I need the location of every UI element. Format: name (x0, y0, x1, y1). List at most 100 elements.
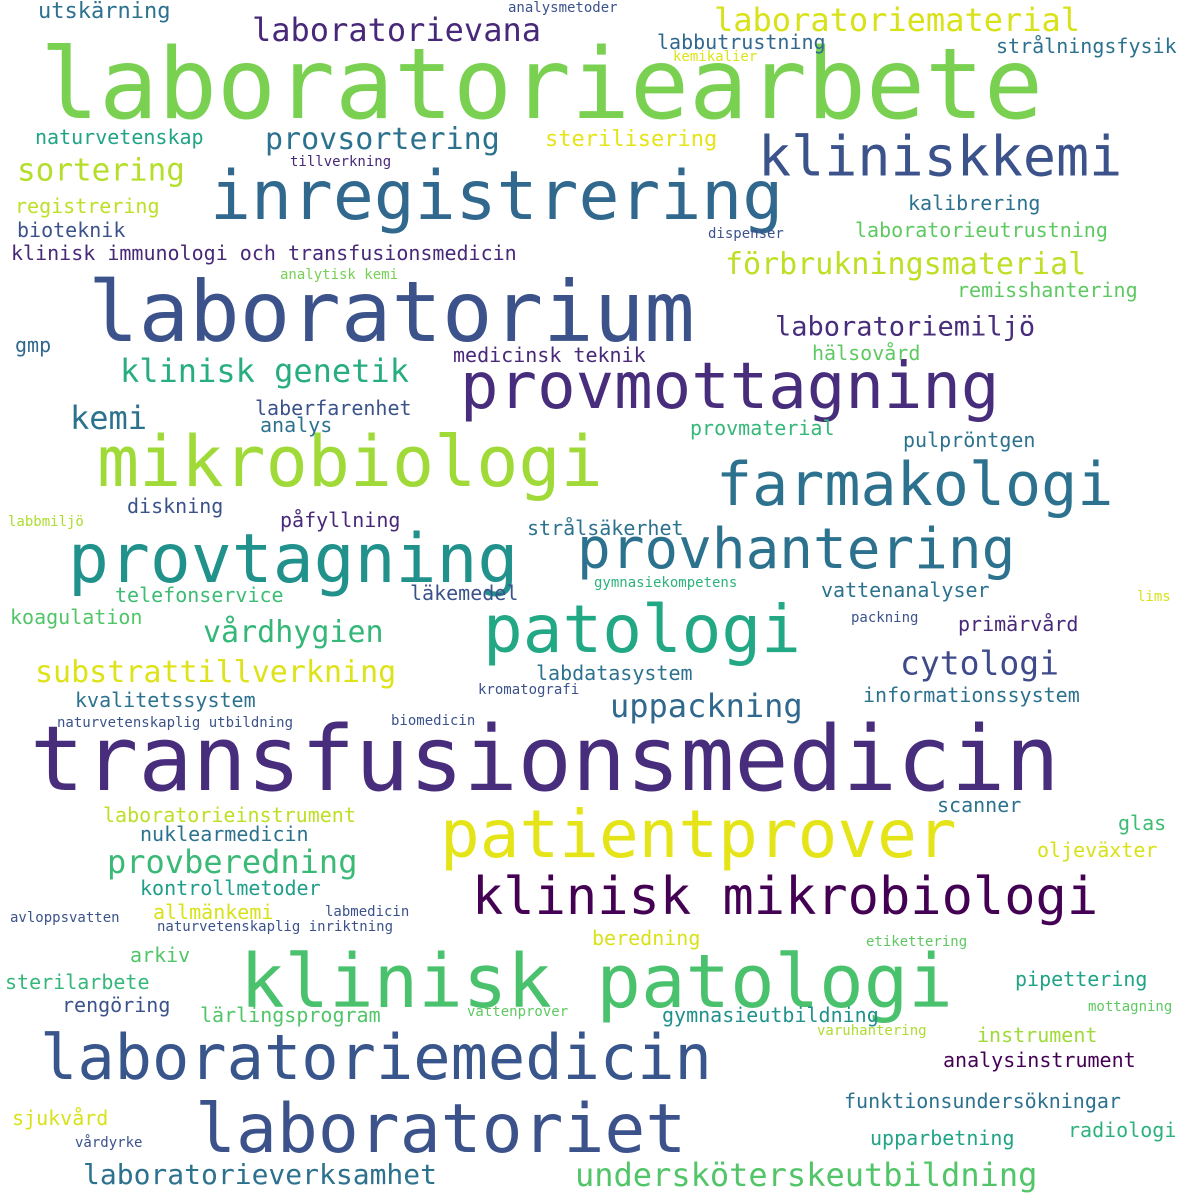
cloud-word: gmp (15, 333, 52, 357)
cloud-word: kontrollmetoder (140, 876, 321, 900)
cloud-word: laboratoriet (195, 1090, 687, 1169)
cloud-word: kliniskkemi (758, 124, 1123, 189)
cloud-word: förbrukningsmaterial (725, 247, 1087, 282)
cloud-word: scanner (937, 793, 1022, 817)
cloud-word: kalibrering (908, 191, 1041, 215)
cloud-word: remisshantering (957, 278, 1138, 302)
cloud-word: vattenprover (467, 1004, 569, 1020)
cloud-word: naturvetenskap (35, 125, 204, 149)
cloud-word: upparbetning (870, 1126, 1015, 1150)
cloud-word: telefonservice (115, 583, 284, 607)
cloud-word: avloppsvatten (10, 910, 120, 926)
cloud-word: dispenser (708, 226, 784, 242)
cloud-word: arkiv (130, 943, 191, 967)
cloud-word: provberedning (107, 843, 358, 881)
cloud-word: registrering (15, 194, 160, 218)
cloud-word: tillverkning (290, 154, 392, 170)
cloud-word: mikrobiologi (97, 421, 603, 503)
cloud-word: gymnasieutbildning (662, 1003, 879, 1027)
cloud-word: diskning (127, 494, 224, 518)
cloud-word: provsortering (265, 122, 500, 157)
cloud-word: sjukvård (12, 1106, 109, 1130)
cloud-word: substrattillverkning (35, 655, 397, 690)
cloud-word: vårdhygien (203, 615, 384, 650)
cloud-word: radiologi (1068, 1118, 1177, 1142)
cloud-word: kvalitetssystem (75, 688, 256, 712)
cloud-word: sortering (17, 152, 185, 189)
cloud-word: analys (260, 413, 333, 437)
cloud-word: strålningsfysik (996, 34, 1177, 58)
cloud-word: labbmiljö (8, 514, 84, 530)
cloud-word: utskärning (38, 0, 171, 24)
cloud-word: påfyllning (280, 508, 401, 532)
cloud-word: provhantering (577, 517, 1016, 582)
cloud-word: uppackning (610, 687, 803, 725)
cloud-word: biomedicin (391, 713, 476, 729)
cloud-word: laboratoriearbete (40, 28, 1044, 142)
cloud-word: hälsovård (812, 341, 921, 365)
cloud-word: instrument (977, 1023, 1098, 1047)
cloud-word: labbutrustning (657, 30, 826, 54)
cloud-word: laboratorieutrustning (855, 218, 1108, 242)
cloud-word: mottagning (1088, 999, 1173, 1015)
cloud-word: koagulation (10, 605, 143, 629)
cloud-word: rengöring (62, 993, 171, 1017)
cloud-word: klinisk immunologi och transfusionsmedic… (11, 241, 517, 265)
cloud-word: laboratorieinstrument (103, 803, 356, 827)
cloud-word: kemi (70, 399, 148, 437)
cloud-word: analysinstrument (943, 1048, 1136, 1072)
cloud-word: medicinsk teknik (453, 343, 646, 367)
cloud-word: provmaterial (690, 416, 835, 440)
cloud-word: provtagning (68, 520, 519, 599)
cloud-word: klinisk genetik (120, 352, 409, 390)
cloud-word: pipettering (1015, 967, 1148, 991)
cloud-word: strålsäkerhet (527, 516, 684, 540)
cloud-word: undersköterskeutbildning (575, 1156, 1038, 1194)
cloud-word: laboratorium (88, 263, 695, 361)
cloud-word: transfusionsmedicin (30, 707, 1060, 812)
cloud-word: laboratoriematerial (714, 1, 1081, 39)
cloud-word: inregistrering (210, 157, 784, 236)
cloud-word: informationssystem (863, 683, 1080, 707)
cloud-word: funktionsundersökningar (844, 1089, 1121, 1113)
cloud-word: laboratoriemedicin (40, 1021, 712, 1094)
cloud-word: labmedicin (325, 904, 410, 920)
cloud-word: sterilisering (545, 127, 718, 152)
cloud-word: naturvetenskaplig inriktning (157, 919, 394, 935)
cloud-word: lärlingsprogram (200, 1003, 381, 1027)
cloud-word: bioteknik (17, 218, 126, 242)
cloud-word: etikettering (866, 934, 968, 950)
cloud-word: cytologi (900, 643, 1059, 683)
cloud-word: läkemedel (410, 581, 519, 605)
cloud-word: patologi (483, 591, 801, 668)
cloud-word: gymnasiekompetens (594, 575, 738, 591)
cloud-word: laboratorieverksamhet (83, 1158, 438, 1191)
cloud-word: kemikalier (673, 49, 758, 65)
cloud-word: lims (1137, 589, 1171, 605)
cloud-word: provmottagning (460, 350, 1000, 424)
cloud-word: laboratorievana (252, 11, 541, 49)
cloud-word: laboratoriemiljö (775, 311, 1036, 343)
cloud-word: beredning (592, 926, 701, 950)
cloud-word: varuhantering (817, 1023, 927, 1039)
cloud-word: klinisk mikrobiologi (472, 867, 1099, 927)
cloud-word: sterilarbete (5, 970, 150, 994)
cloud-word: glas (1118, 811, 1167, 835)
cloud-word: labdatasystem (536, 661, 693, 685)
cloud-word: klinisk patologi (240, 939, 953, 1025)
cloud-word: naturvetenskaplig utbildning (57, 715, 294, 731)
cloud-word: analysmetoder (508, 0, 618, 16)
cloud-word: packning (851, 610, 919, 626)
cloud-word: oljeväxter (1037, 838, 1158, 862)
cloud-word: primärvård (958, 612, 1079, 636)
cloud-word: pulpröntgen (903, 428, 1036, 452)
cloud-word: kromatografi (478, 682, 580, 698)
cloud-word: vattenanalyser (821, 578, 990, 602)
cloud-word: vårdyrke (75, 1135, 143, 1151)
cloud-word: laberfarenhet (255, 396, 412, 420)
cloud-word: nuklearmedicin (140, 822, 309, 846)
cloud-word: farmakologi (716, 450, 1114, 520)
cloud-word: patientprover (440, 796, 957, 873)
cloud-word: analytisk kemi (280, 267, 399, 283)
